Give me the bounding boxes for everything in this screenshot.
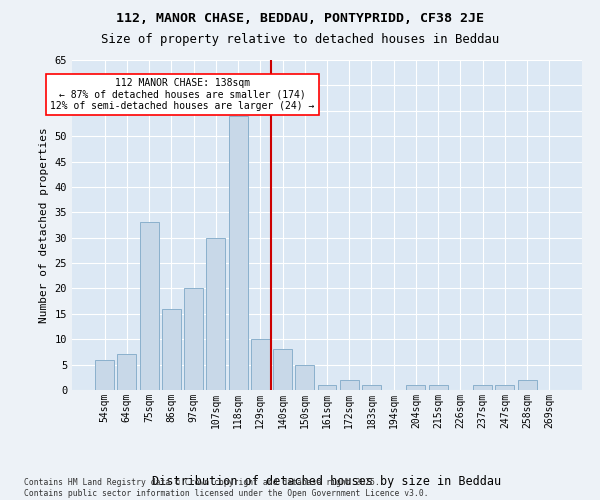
Bar — [362, 385, 381, 390]
Bar — [251, 339, 270, 390]
Bar — [95, 360, 114, 390]
Bar — [206, 238, 225, 390]
Bar — [229, 116, 248, 390]
Bar — [317, 385, 337, 390]
Text: 112, MANOR CHASE, BEDDAU, PONTYPRIDD, CF38 2JE: 112, MANOR CHASE, BEDDAU, PONTYPRIDD, CF… — [116, 12, 484, 26]
Y-axis label: Number of detached properties: Number of detached properties — [39, 127, 49, 323]
Text: Contains HM Land Registry data © Crown copyright and database right 2025.
Contai: Contains HM Land Registry data © Crown c… — [24, 478, 428, 498]
Bar — [140, 222, 158, 390]
Bar — [429, 385, 448, 390]
Bar — [518, 380, 536, 390]
Bar — [273, 350, 292, 390]
Bar — [184, 288, 203, 390]
Bar — [162, 309, 181, 390]
Bar — [473, 385, 492, 390]
Bar — [496, 385, 514, 390]
X-axis label: Distribution of detached houses by size in Beddau: Distribution of detached houses by size … — [152, 475, 502, 488]
Text: 112 MANOR CHASE: 138sqm
← 87% of detached houses are smaller (174)
12% of semi-d: 112 MANOR CHASE: 138sqm ← 87% of detache… — [50, 78, 314, 111]
Bar — [295, 364, 314, 390]
Bar — [406, 385, 425, 390]
Bar — [118, 354, 136, 390]
Bar — [340, 380, 359, 390]
Text: Size of property relative to detached houses in Beddau: Size of property relative to detached ho… — [101, 32, 499, 46]
